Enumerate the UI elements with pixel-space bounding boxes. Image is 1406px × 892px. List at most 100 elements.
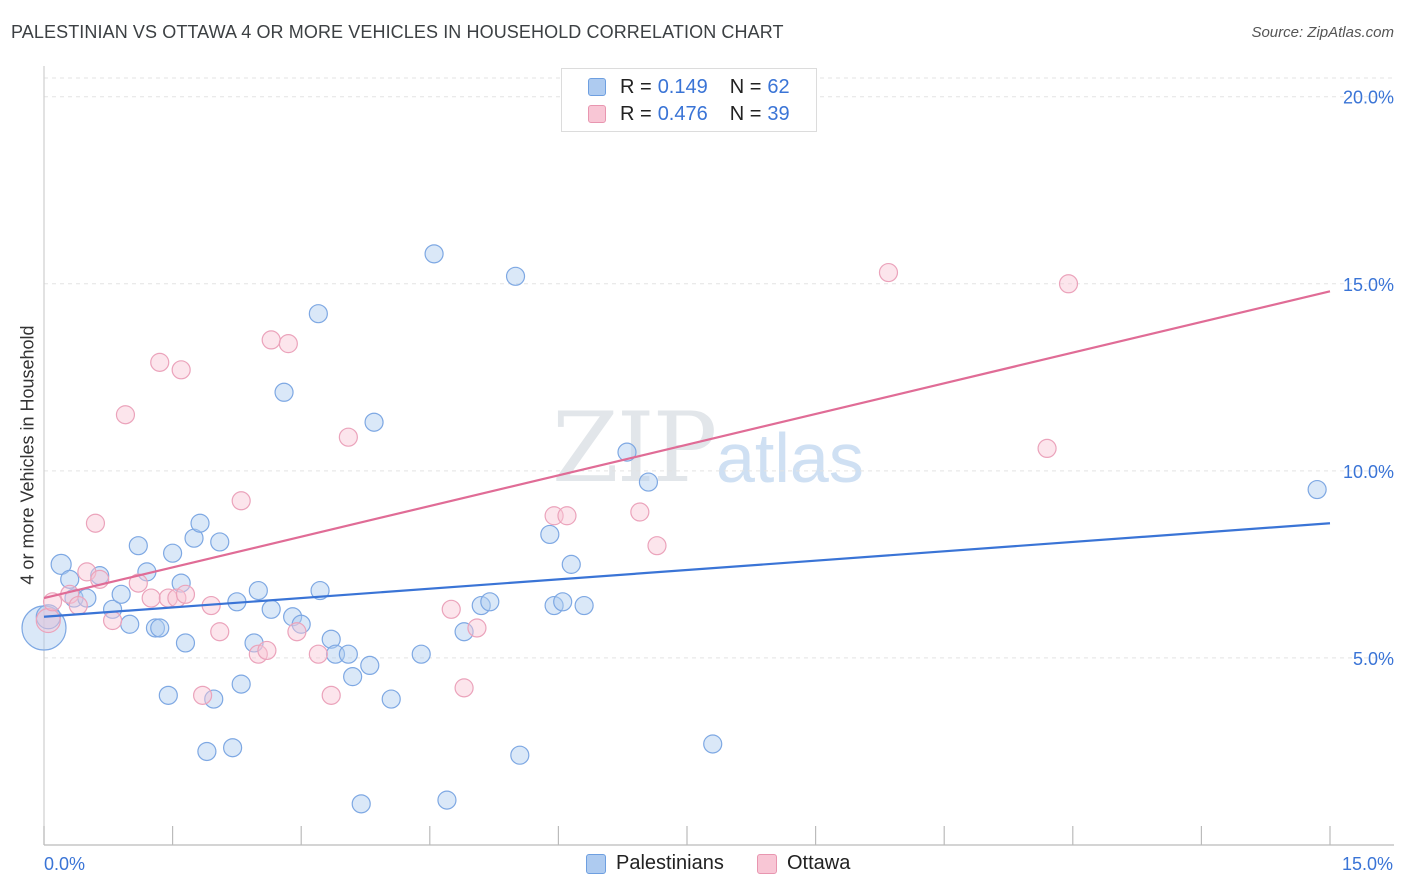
palestinians-point xyxy=(617,442,637,462)
source-credit: Source: ZipAtlas.com xyxy=(1251,24,1394,41)
palestinians-point xyxy=(411,644,431,664)
ottawa-point xyxy=(257,640,277,661)
legend-r-label: R = xyxy=(620,75,652,98)
ottawa-point xyxy=(647,536,667,556)
palestinians-point xyxy=(175,633,196,653)
palestinians-point xyxy=(480,592,500,612)
x-tick-label: 0.0% xyxy=(44,854,85,874)
palestinians-point xyxy=(321,629,341,649)
palestinians-point xyxy=(338,644,358,664)
ottawa-point xyxy=(467,618,487,638)
palestinians-point xyxy=(204,689,224,709)
series-legend-label: Palestinians xyxy=(616,852,724,874)
palestinians-point xyxy=(540,524,560,545)
y-tick-label: 15.0% xyxy=(1343,275,1394,295)
correlation-legend: R = 0.149 N = 62 R = 0.476 N = 39 xyxy=(561,68,817,132)
ottawa-point xyxy=(35,607,61,634)
series-swatch-palestinians xyxy=(586,853,606,874)
palestinians-point xyxy=(190,513,210,533)
palestinians-point xyxy=(102,599,123,619)
ottawa-point xyxy=(287,622,307,642)
ottawa-point xyxy=(193,685,213,705)
ottawa-point xyxy=(150,352,170,372)
ottawa-point xyxy=(441,599,461,619)
ottawa-point xyxy=(1037,438,1057,459)
x-tick-label: 15.0% xyxy=(1342,854,1393,874)
legend-n-value: 62 xyxy=(767,75,790,98)
palestinians-point xyxy=(703,734,723,754)
ottawa-point xyxy=(557,506,577,526)
palestinians-point xyxy=(120,614,140,634)
palestinians-point xyxy=(111,584,131,604)
y-tick-label: 10.0% xyxy=(1343,462,1394,482)
palestinians-point xyxy=(261,599,281,619)
palestinians-point xyxy=(437,790,457,810)
series-legend-ottawa[interactable]: Ottawa xyxy=(757,852,850,875)
palestinians-point xyxy=(223,738,243,758)
palestinians-point xyxy=(158,685,178,705)
ottawa-point xyxy=(261,330,281,350)
y-tick-label: 5.0% xyxy=(1353,649,1394,669)
palestinians-point xyxy=(231,674,251,694)
y-tick-label: 20.0% xyxy=(1343,88,1394,108)
ottawa-point xyxy=(454,678,474,698)
legend-n-label: N = xyxy=(729,102,762,125)
legend-row-ottawa: R = 0.476 N = 39 xyxy=(588,101,790,127)
legend-r-value: 0.476 xyxy=(657,102,708,125)
palestinians-point xyxy=(171,573,191,593)
palestinians-point xyxy=(310,580,330,601)
ottawa-point xyxy=(141,588,161,608)
palestinians-point xyxy=(197,741,217,762)
series-swatch-ottawa xyxy=(757,853,777,874)
ottawa-point xyxy=(115,405,136,425)
palestinians-point xyxy=(364,412,384,432)
legend-r-value: 0.149 xyxy=(657,75,708,98)
palestinians-point xyxy=(60,569,80,589)
palestinians-point xyxy=(510,745,530,765)
ottawa-point xyxy=(878,262,899,283)
chart-title: PALESTINIAN VS OTTAWA 4 OR MORE VEHICLES… xyxy=(11,22,784,42)
palestinians-point xyxy=(553,592,573,612)
ottawa-point xyxy=(210,622,230,642)
palestinians-point xyxy=(128,536,148,556)
palestinians-point xyxy=(505,266,526,286)
palestinians-point xyxy=(574,595,594,616)
ottawa-point xyxy=(278,334,298,354)
palestinians-point xyxy=(163,543,183,563)
ottawa-point xyxy=(321,685,341,705)
ottawa-point xyxy=(171,360,191,380)
legend-row-palestinians: R = 0.149 N = 62 xyxy=(588,74,790,100)
ottawa-point xyxy=(1058,274,1079,294)
palestinians-point xyxy=(351,794,371,814)
palestinians-point xyxy=(1307,479,1327,500)
ottawa-point xyxy=(338,427,358,447)
palestinians-trend-line xyxy=(43,522,1331,618)
palestinians-point xyxy=(343,667,363,687)
palestinians-point xyxy=(424,244,444,264)
ottawa-trend-line xyxy=(43,290,1331,600)
ottawa-point xyxy=(128,573,148,593)
ottawa-point xyxy=(175,584,196,604)
ottawa-point xyxy=(630,502,650,522)
palestinians-point xyxy=(561,554,581,574)
palestinians-point xyxy=(150,618,170,638)
series-legend-palestinians[interactable]: Palestinians xyxy=(586,852,724,875)
ottawa-point xyxy=(308,644,328,664)
palestinians-point xyxy=(210,532,230,552)
legend-n-value: 39 xyxy=(767,102,790,125)
palestinians-point xyxy=(50,553,72,575)
palestinians-point xyxy=(454,622,474,642)
series-legend: Palestinians Ottawa xyxy=(0,850,1406,878)
palestinians-point xyxy=(638,472,659,492)
palestinians-point xyxy=(248,580,268,601)
legend-n-label: N = xyxy=(729,75,762,98)
series-legend-label: Ottawa xyxy=(787,852,851,874)
ottawa-point xyxy=(231,491,251,511)
ottawa-point xyxy=(85,513,106,533)
palestinians-point xyxy=(360,655,380,676)
legend-swatch-ottawa xyxy=(588,105,606,123)
palestinians-point xyxy=(145,618,166,638)
legend-r-label: R = xyxy=(620,102,652,125)
palestinians-point xyxy=(381,689,401,709)
